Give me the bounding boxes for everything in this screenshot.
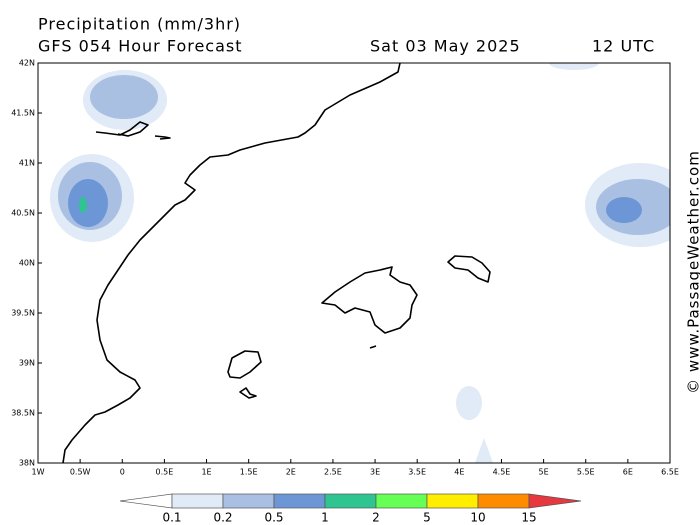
colorbar-box — [171, 493, 224, 509]
lon-label: 0 — [120, 468, 125, 477]
lat-label: 40N — [19, 259, 35, 268]
lat-label: 38.5N — [11, 409, 35, 418]
lon-label: 5.5E — [577, 468, 595, 477]
lon-label: 0.5W — [70, 468, 91, 477]
colorbar-high — [528, 493, 582, 509]
lat-label: 39N — [19, 359, 35, 368]
lon-label: 4E — [454, 468, 464, 477]
precip-area — [549, 63, 599, 70]
lon-label: 5E — [539, 468, 549, 477]
lat-label: 38N — [19, 459, 35, 468]
lon-label: 6E — [623, 468, 633, 477]
island — [447, 255, 491, 283]
lon-label: 3E — [370, 468, 380, 477]
precip-area — [606, 197, 642, 223]
title: Precipitation (mm/3hr) — [38, 15, 241, 34]
lat-label: 41.5N — [11, 109, 35, 118]
colorbar-box — [426, 493, 479, 509]
precip-area — [68, 179, 108, 227]
lon-label: 4.5E — [493, 468, 511, 477]
colorbar-label: 1 — [321, 511, 329, 525]
island — [227, 350, 262, 379]
colorbar-label: 5 — [423, 511, 431, 525]
colorbar-label: 15 — [521, 511, 536, 525]
island — [321, 266, 418, 334]
lon-label: 1.5E — [240, 468, 258, 477]
precip-area — [90, 75, 158, 119]
precip-area — [79, 197, 87, 213]
lon-label: 1E — [201, 468, 211, 477]
lon-label: 6.5E — [661, 468, 679, 477]
island — [239, 387, 257, 399]
coastline — [154, 135, 171, 140]
watermark: © www.PassageWeather.com — [685, 150, 700, 394]
colorbar-box — [375, 493, 428, 509]
colorbar-label: 2 — [372, 511, 380, 525]
colorbar-label: 0.1 — [162, 511, 181, 525]
lat-label: 42N — [19, 59, 35, 68]
lon-label: 3.5E — [408, 468, 426, 477]
colorbar-label: 0.2 — [213, 511, 232, 525]
lon-label: 2E — [286, 468, 296, 477]
precip-area — [475, 438, 493, 463]
lon-label: 0.5E — [156, 468, 174, 477]
lat-label: 39.5N — [11, 309, 35, 318]
subtitle: GFS 054 Hour Forecast — [38, 37, 243, 56]
coastline — [369, 345, 377, 349]
colorbar-low — [119, 493, 173, 509]
colorbar-label: 10 — [470, 511, 485, 525]
map — [37, 62, 671, 464]
lat-label: 40.5N — [11, 209, 35, 218]
forecast-date: Sat 03 May 2025 — [370, 37, 521, 56]
coastlines — [62, 63, 491, 463]
colorbar-box — [477, 493, 530, 509]
lat-label: 41N — [19, 159, 35, 168]
colorbar-label: 0.5 — [264, 511, 283, 525]
colorbar-box — [273, 493, 326, 509]
lon-label: 2.5E — [324, 468, 342, 477]
colorbar-box — [222, 493, 275, 509]
lon-label: 1W — [32, 468, 45, 477]
precipitation-areas — [50, 63, 670, 463]
forecast-time: 12 UTC — [592, 37, 655, 56]
coastline — [62, 63, 401, 463]
coastline — [95, 121, 149, 137]
colorbar-box — [324, 493, 377, 509]
precip-area — [456, 386, 482, 420]
